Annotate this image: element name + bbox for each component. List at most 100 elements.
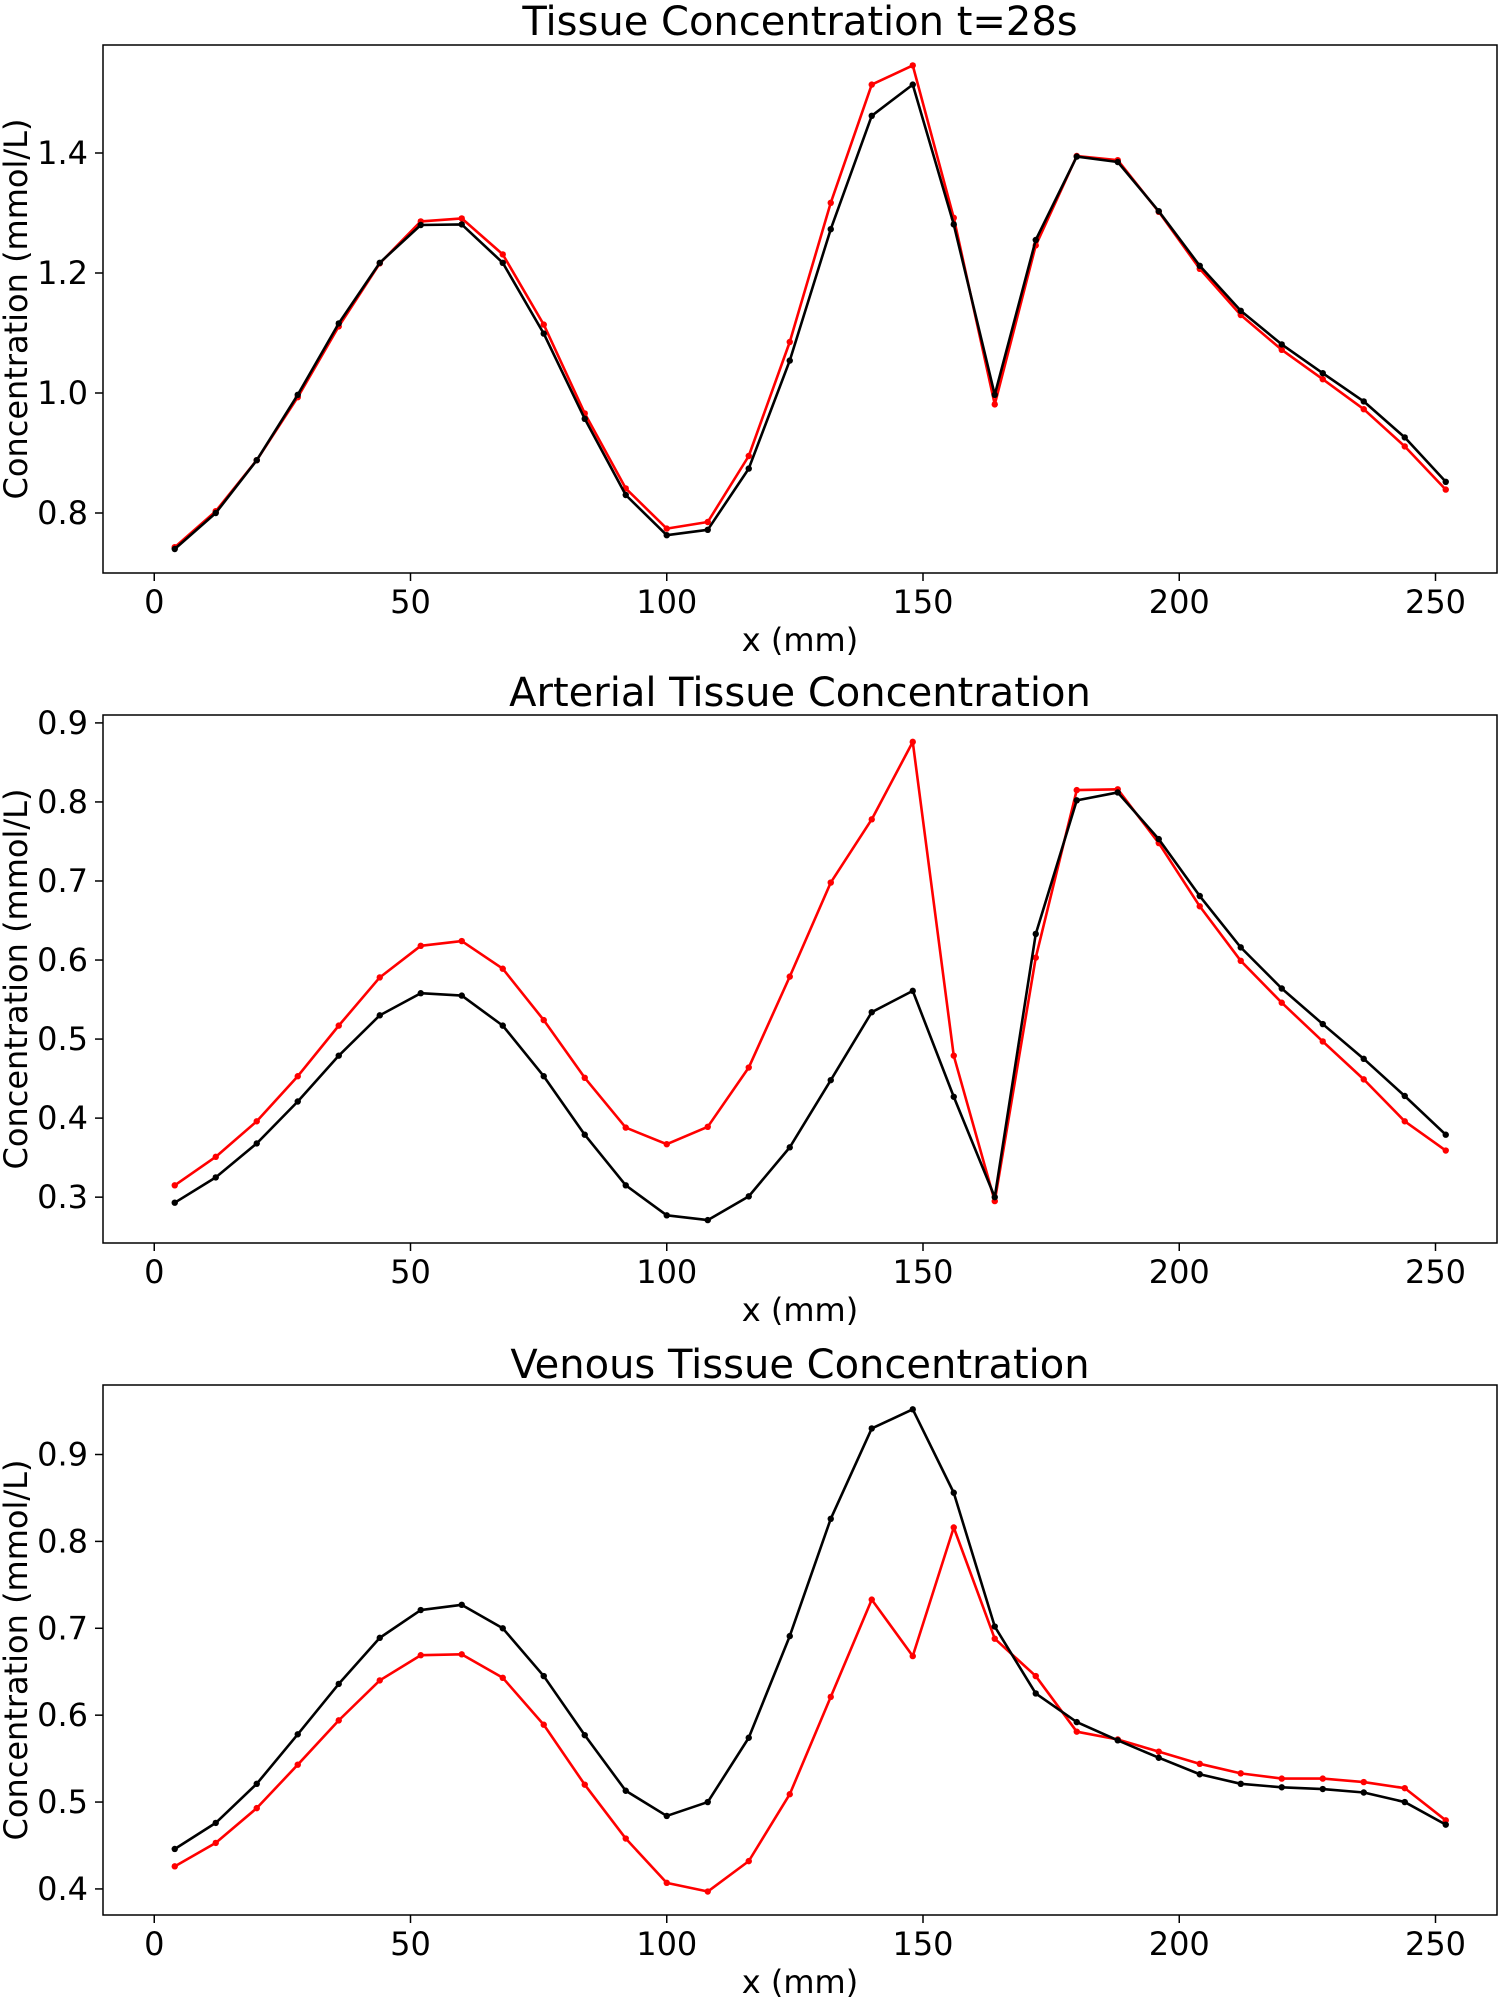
data-point bbox=[1237, 957, 1244, 965]
data-point bbox=[212, 1174, 219, 1181]
data-point bbox=[1401, 443, 1408, 450]
data-point bbox=[950, 221, 957, 228]
data-point bbox=[540, 1016, 547, 1024]
data-point bbox=[622, 491, 629, 499]
y-tick-label: 0.6 bbox=[37, 941, 88, 979]
data-point bbox=[171, 545, 178, 553]
data-point bbox=[540, 330, 547, 337]
data-point bbox=[294, 1731, 301, 1738]
data-point bbox=[827, 1076, 834, 1084]
x-tick-label: 200 bbox=[1149, 1925, 1210, 1963]
data-point bbox=[499, 1625, 506, 1632]
y-tick-label: 0.8 bbox=[37, 494, 88, 532]
data-point bbox=[704, 518, 711, 526]
data-point bbox=[827, 226, 834, 233]
data-point bbox=[376, 1634, 383, 1642]
data-point bbox=[1114, 158, 1121, 166]
series-line-black bbox=[174, 791, 1447, 1222]
data-point bbox=[827, 199, 834, 206]
data-point bbox=[1360, 1076, 1367, 1083]
data-point bbox=[909, 1406, 916, 1413]
series-line-black bbox=[173, 83, 1447, 550]
data-point bbox=[1278, 1784, 1285, 1791]
y-tick-label: 1.4 bbox=[37, 134, 88, 172]
data-point bbox=[1073, 1728, 1080, 1735]
data-point bbox=[335, 320, 342, 327]
data-point bbox=[253, 1804, 260, 1812]
arterial-tissue-concentration-chart: Arterial Tissue Concentration 0 50 100 150 20… bbox=[0, 670, 1498, 1329]
data-point bbox=[663, 1879, 670, 1887]
data-point bbox=[1155, 208, 1162, 215]
data-point bbox=[581, 415, 588, 422]
data-point bbox=[376, 259, 383, 266]
data-point bbox=[499, 1022, 506, 1029]
y-tick-label: 0.9 bbox=[37, 704, 88, 742]
data-point bbox=[745, 1734, 752, 1741]
data-point bbox=[458, 992, 465, 999]
data-point bbox=[704, 526, 711, 533]
data-point bbox=[1032, 1690, 1039, 1697]
data-point bbox=[663, 525, 670, 532]
data-point bbox=[1442, 486, 1449, 493]
data-point bbox=[1360, 1789, 1367, 1796]
data-point bbox=[1360, 1778, 1367, 1786]
data-point bbox=[540, 1073, 547, 1080]
data-point bbox=[1319, 1785, 1326, 1793]
y-axis-label: Concentration (mmol/L) bbox=[0, 1460, 35, 1841]
data-point bbox=[417, 942, 424, 949]
y-tick-label: 0.5 bbox=[37, 1020, 88, 1058]
data-point bbox=[868, 1009, 875, 1016]
data-point bbox=[950, 1052, 957, 1059]
y-axis-label: Concentration (mmol/L) bbox=[0, 789, 35, 1170]
data-point bbox=[827, 1515, 834, 1523]
data-point bbox=[745, 1064, 752, 1071]
chart-title: Venous Tissue Concentration bbox=[510, 1342, 1089, 1388]
x-tick-label: 50 bbox=[390, 583, 431, 621]
data-point bbox=[417, 1652, 424, 1659]
x-axis-label: x (mm) bbox=[742, 621, 858, 659]
data-point bbox=[1073, 786, 1080, 794]
data-point bbox=[1032, 930, 1039, 938]
data-point bbox=[1073, 153, 1080, 160]
data-point bbox=[1442, 1131, 1449, 1138]
data-point bbox=[212, 509, 219, 517]
data-point bbox=[786, 1791, 793, 1798]
data-point bbox=[335, 1680, 342, 1688]
data-point bbox=[663, 1212, 670, 1219]
data-point bbox=[458, 215, 465, 222]
y-tick-label: 0.8 bbox=[37, 1522, 88, 1560]
y-tick-label: 1.0 bbox=[37, 374, 88, 412]
x-tick-label: 150 bbox=[892, 1925, 953, 1963]
series-line-red bbox=[174, 1526, 1447, 1893]
data-point bbox=[540, 1721, 547, 1728]
data-point bbox=[1073, 1718, 1080, 1726]
data-point bbox=[212, 1153, 219, 1161]
data-point bbox=[950, 1093, 957, 1100]
data-point bbox=[1401, 1798, 1408, 1806]
data-point bbox=[458, 937, 465, 945]
y-tick-label: 0.9 bbox=[37, 1436, 88, 1474]
data-point bbox=[1401, 1784, 1408, 1792]
data-point bbox=[1278, 346, 1285, 353]
x-tick-label: 100 bbox=[636, 1925, 697, 1963]
series-line-red bbox=[174, 740, 1447, 1203]
data-point bbox=[417, 1606, 424, 1614]
data-point bbox=[868, 1425, 875, 1432]
data-point bbox=[745, 1857, 752, 1865]
data-point bbox=[1032, 1672, 1039, 1680]
data-point bbox=[909, 62, 916, 69]
x-tick-label: 200 bbox=[1149, 583, 1210, 621]
y-tick-label: 0.7 bbox=[37, 1609, 88, 1647]
data-point bbox=[294, 1761, 301, 1768]
data-point bbox=[1196, 262, 1203, 269]
series-line-black bbox=[174, 1408, 1447, 1851]
data-point bbox=[663, 1812, 670, 1820]
y-tick-label: 0.5 bbox=[37, 1783, 88, 1821]
data-point bbox=[1155, 835, 1162, 843]
x-tick-label: 150 bbox=[892, 1253, 953, 1291]
data-point bbox=[868, 81, 875, 88]
x-tick-label: 100 bbox=[636, 583, 697, 621]
data-point bbox=[581, 1781, 588, 1788]
data-point bbox=[663, 1141, 670, 1148]
